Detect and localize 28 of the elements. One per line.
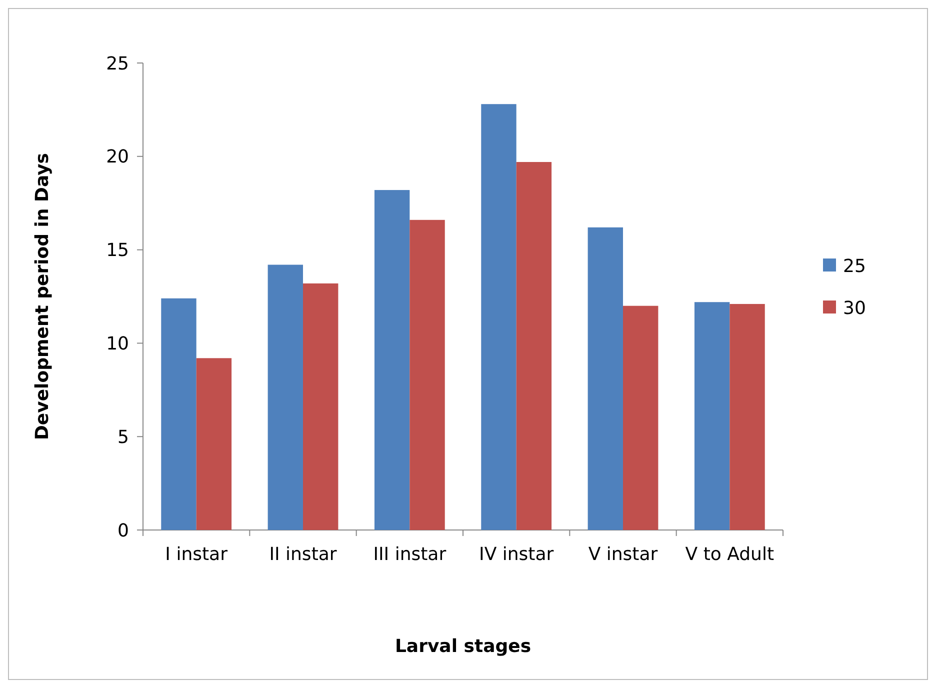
- bar: [196, 358, 232, 530]
- y-tick-label: 5: [118, 426, 129, 448]
- x-tick-label: V to Adult: [685, 544, 774, 565]
- x-tick-label: IV instar: [479, 544, 554, 565]
- x-tick-label: V instar: [588, 544, 658, 565]
- y-tick-label: 0: [118, 520, 129, 542]
- x-tick-label: I instar: [165, 544, 228, 565]
- x-axis-title: Larval stages: [394, 636, 532, 657]
- bar: [268, 264, 303, 530]
- bar: [481, 104, 516, 530]
- y-tick-label: 25: [106, 53, 129, 74]
- legend-label: 30: [843, 298, 866, 319]
- bar: [588, 227, 623, 530]
- legend-label: 25: [843, 256, 866, 277]
- bar: [410, 220, 445, 530]
- y-tick-label: 10: [106, 334, 129, 354]
- x-tick-label: II instar: [269, 544, 338, 565]
- bar: [161, 298, 196, 530]
- y-tick-label: 20: [106, 146, 129, 168]
- y-tick-label: 15: [106, 240, 129, 262]
- y-axis-title: Development period in Days: [32, 152, 53, 440]
- bar: [730, 304, 765, 530]
- bar: [516, 162, 552, 530]
- bar: [623, 306, 658, 530]
- x-tick-label: III instar: [373, 544, 447, 565]
- bar: [374, 190, 410, 530]
- bar: [303, 283, 338, 530]
- bar: [694, 302, 730, 530]
